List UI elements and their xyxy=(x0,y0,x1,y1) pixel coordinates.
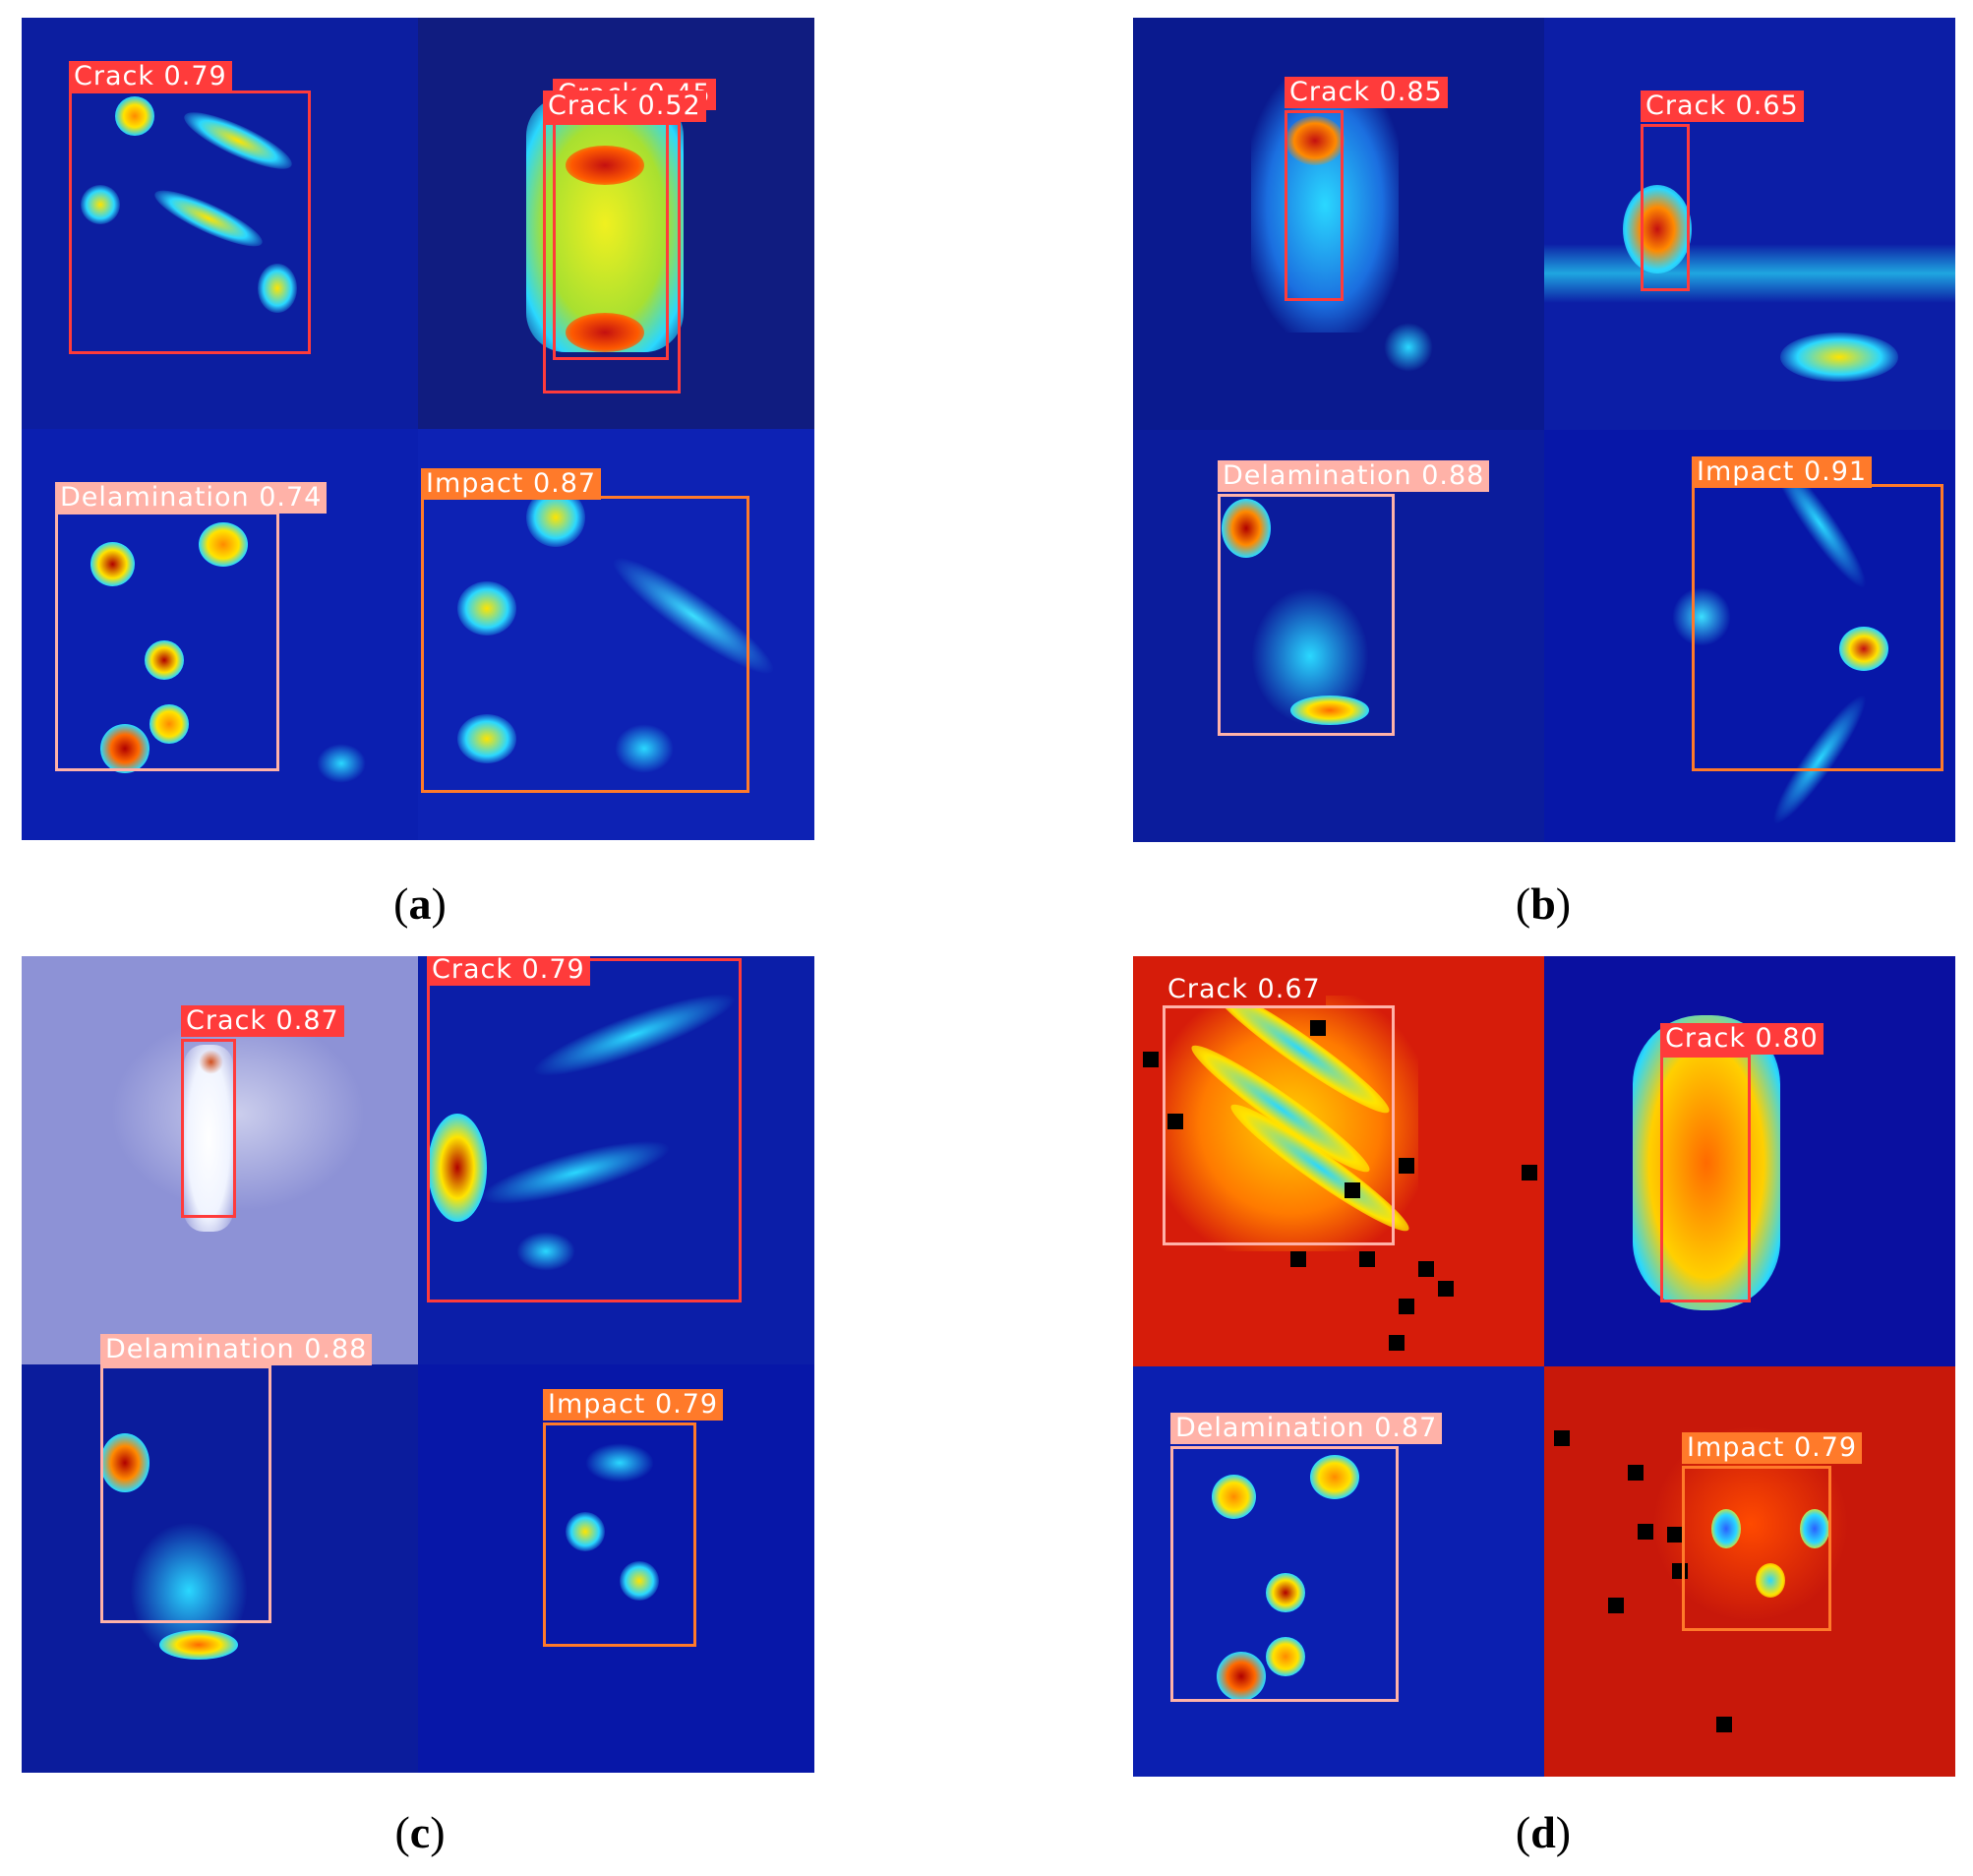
panel-d: Crack 0.67 Crack 0.80 Delamination 0.87 … xyxy=(1133,956,1955,1777)
detection-box-crack xyxy=(181,1039,236,1218)
detection-label: Delamination 0.88 xyxy=(100,1334,373,1365)
panel-c: Crack 0.87 Crack 0.79 Delamination 0.88 … xyxy=(22,956,814,1773)
detection-box-delamination xyxy=(55,512,279,771)
detection-label: Delamination 0.74 xyxy=(55,482,328,514)
detection-label: Delamination 0.87 xyxy=(1170,1413,1443,1444)
tile-c-top-right xyxy=(418,956,814,1364)
detection-box-delamination xyxy=(1218,494,1395,736)
tile-b-bottom-left xyxy=(1133,430,1544,842)
panel-b: Crack 0.85 Crack 0.65 Delamination 0.88 … xyxy=(1133,18,1955,842)
caption-a: (a) xyxy=(393,878,447,929)
tile-b-bottom-right xyxy=(1544,430,1955,842)
detection-label: Crack 0.79 xyxy=(69,61,232,92)
detection-box-crack xyxy=(427,958,742,1302)
detection-box-crack xyxy=(1641,124,1690,291)
detection-label: Crack 0.67 xyxy=(1163,974,1326,1005)
detection-box-impact xyxy=(1692,484,1943,771)
detection-box-delamination xyxy=(1170,1446,1399,1702)
detection-box-crack xyxy=(1163,1005,1395,1245)
tile-d-top-left xyxy=(1133,956,1544,1366)
detection-box-impact xyxy=(421,496,749,793)
detection-label: Crack 0.52 xyxy=(543,91,706,122)
detection-box-impact xyxy=(1682,1466,1831,1631)
caption-d: (d) xyxy=(1515,1807,1572,1857)
detection-box-crack xyxy=(1285,110,1344,301)
detection-label: Crack 0.87 xyxy=(181,1005,344,1037)
tile-c-bottom-left xyxy=(22,1364,418,1773)
detection-box-crack xyxy=(543,122,681,393)
caption-b: (b) xyxy=(1515,878,1572,929)
detection-box-crack xyxy=(69,91,311,354)
detection-box-impact xyxy=(543,1422,696,1647)
detection-label: Crack 0.80 xyxy=(1660,1023,1824,1055)
detection-label: Impact 0.91 xyxy=(1692,456,1873,488)
detection-label: Impact 0.79 xyxy=(543,1389,724,1421)
detection-label: Crack 0.79 xyxy=(427,956,590,986)
detection-box-delamination xyxy=(100,1365,271,1623)
detection-label: Crack 0.85 xyxy=(1285,77,1448,108)
detection-label: Impact 0.87 xyxy=(421,468,602,500)
panel-a: Crack 0.79 Crack 0.45 Crack 0.52 Delamin… xyxy=(22,18,814,840)
detection-label: Crack 0.65 xyxy=(1641,91,1804,122)
caption-c: (c) xyxy=(394,1807,446,1857)
detection-box-crack xyxy=(1660,1055,1751,1302)
detection-label: Impact 0.79 xyxy=(1682,1432,1863,1464)
tile-c-bottom-right xyxy=(418,1364,814,1773)
tile-b-top-right xyxy=(1544,18,1955,430)
detection-label: Delamination 0.88 xyxy=(1218,460,1490,492)
